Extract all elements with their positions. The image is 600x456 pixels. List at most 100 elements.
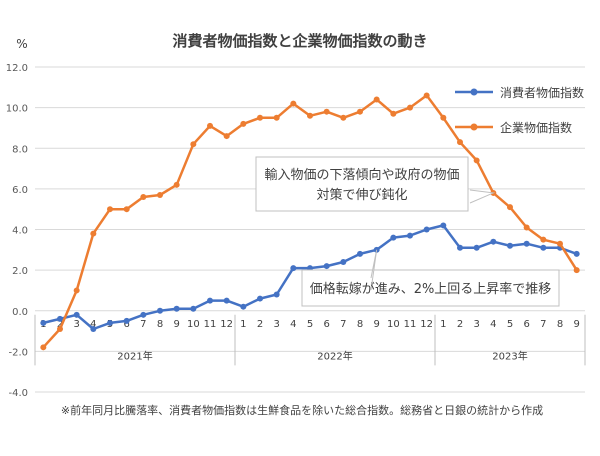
x-month-label: 6 [523,319,529,330]
series-1-point [140,311,147,318]
series-2-point [223,133,230,140]
y-tick-label: -4.0 [8,388,28,399]
y-tick-label: 2.0 [12,266,28,277]
x-year-label: 2021年 [117,349,152,362]
series-2-point [440,114,447,121]
series-1-point [440,222,447,229]
series-1-point [457,244,463,251]
series-1-point [223,297,230,304]
series-2-point [307,112,313,119]
series-2-point [523,224,530,231]
series-2-point [140,194,147,200]
series-2-point [340,114,347,121]
series-1-point [57,315,63,322]
legend-marker-1 [470,88,478,96]
annotation-box-2 [301,269,560,307]
series-1-point [157,307,163,314]
series-2-point [540,236,547,243]
series-2-point [257,114,263,121]
series-1-point [73,311,80,318]
x-year-label: 2022年 [317,349,352,362]
y-tick-label: -2.0 [8,347,28,358]
footnote: ※前年同月比騰落率、消費者物価指数は生鮮食品を除いた総合指数。総務省と日銀の統計… [61,403,543,417]
series-2-point [390,110,397,117]
legend-label-2: 企業物価指数 [500,120,572,135]
series-2-point [123,206,130,213]
y-tick-label: 6.0 [12,185,28,196]
annotation-pointer-1 [469,189,496,204]
x-month-label: 4 [290,319,296,330]
series-1-point [273,291,280,298]
series-2-point [323,108,330,115]
series-2-point [107,206,113,213]
series-2-point [240,120,247,127]
y-tick-label: 12.0 [6,63,28,74]
series-2-point [457,139,463,146]
series-1-point [190,305,197,312]
x-month-label: 12 [220,319,233,330]
series-2-point [57,326,63,333]
x-month-label: 7 [140,319,146,330]
series-2-point [357,108,363,115]
series-2-point [407,104,413,111]
legend-label-1: 消費者物価指数 [500,85,584,100]
series-1-point [473,244,480,251]
legend-marker-2 [470,123,478,131]
series-2-point [557,240,563,247]
annotation-pointer-2 [370,249,378,291]
series-1-point [390,234,397,241]
series-1-point [290,265,297,272]
series-1-point [507,242,513,249]
x-month-label: 1 [240,319,246,330]
series-1-point [423,226,430,233]
series-1-point [123,317,130,324]
x-month-label: 8 [557,319,563,330]
y-tick-label: 8.0 [12,144,28,155]
series-1-point [490,238,497,245]
x-month-label: 3 [473,319,479,330]
x-month-label: 6 [123,319,129,330]
series-2-point [273,114,280,121]
x-month-label: 9 [173,319,179,330]
series-1-point [573,250,580,257]
series-2-point [73,287,80,294]
series-2-point [573,267,580,274]
series-1-point [240,303,247,310]
chart-title: 消費者物価指数と企業物価指数の動き [172,32,427,50]
x-month-label: 2 [457,319,463,330]
x-year-label: 2023年 [492,349,527,362]
x-month-label: 9 [373,319,379,330]
series-2-point [507,204,513,211]
series-line-2 [42,94,578,349]
series-2-point [90,230,97,237]
annotation-text: 対策で伸び鈍化 [316,187,407,203]
x-month-label: 4 [490,319,496,330]
annotation-layer: 輸入物価の下落傾向や政府の物価対策で伸び鈍化価格転嫁が進み、2%上回る上昇率で推… [255,156,560,307]
x-month-label: 2 [257,319,263,330]
series-2-point [173,181,180,188]
x-month-label: 2 [57,319,63,330]
series-2-point [423,92,430,99]
y-tick-label: 4.0 [12,226,28,237]
series-1-point [340,259,347,265]
y-tick-label: 0.0 [12,307,28,318]
x-month-label: 4 [90,319,96,330]
x-month-label: 3 [273,319,279,330]
series-2-point [40,344,47,351]
series-1-point [173,305,180,312]
series-1-point [407,232,413,239]
x-month-label: 5 [507,319,513,330]
x-month-label: 7 [340,319,346,330]
series-1-point [207,297,213,304]
series-layer [40,92,580,351]
annotation-box-1 [255,156,469,212]
x-month-label: 11 [204,319,217,330]
x-month-label: 11 [404,319,417,330]
series-2-point [373,96,380,103]
series-1-point [523,240,530,247]
y-axis-unit: % [16,37,27,51]
series-2-point [157,191,163,198]
series-1-point [107,319,113,326]
